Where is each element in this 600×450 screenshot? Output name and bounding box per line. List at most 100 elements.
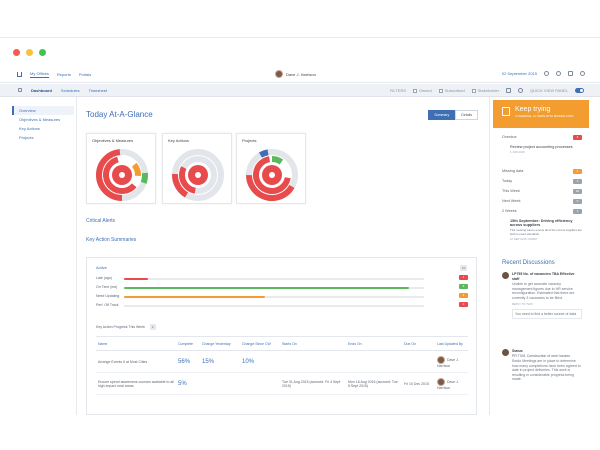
quick-view-toggle[interactable] xyxy=(575,88,584,93)
tab-dashboard[interactable]: Dashboard xyxy=(31,88,52,93)
sidebar-item-key-actions[interactable]: Key Actions xyxy=(19,126,40,131)
status-bar-label: Late (ago) xyxy=(96,276,112,280)
summary-button[interactable]: Summary xyxy=(428,110,456,120)
status-bar-value: 9 xyxy=(459,284,468,289)
overdue-group[interactable]: Overdue 3 xyxy=(502,135,582,141)
sub-navigation: Dashboard Schedules Timesheet FILTERS Ow… xyxy=(0,84,600,97)
task-group[interactable]: Missing data 4 xyxy=(502,169,582,175)
row-change-cw: 10% xyxy=(240,350,280,373)
task-group[interactable]: Today 1 xyxy=(502,179,582,185)
projects-sunburst xyxy=(246,149,298,201)
table-row[interactable]: Ensure spend awareness courses available… xyxy=(96,372,468,395)
key-actions-card[interactable]: Key Actions xyxy=(162,133,232,204)
col-change-cw[interactable]: Change Since CW xyxy=(240,336,280,351)
user-menu[interactable]: Dave J. Harrison xyxy=(275,70,316,78)
group-count: 4 xyxy=(573,169,582,174)
nav-portals[interactable]: Portals xyxy=(78,72,92,77)
key-actions-table: Name Complete Change Yesterday Change Si… xyxy=(96,336,468,395)
close-dot[interactable] xyxy=(13,49,20,56)
status-bar-track xyxy=(124,296,424,298)
status-bar-fill xyxy=(124,278,148,280)
view-toggle: Summary Details xyxy=(428,110,478,120)
sidebar-item-overview[interactable]: Overview xyxy=(12,106,74,115)
row-due xyxy=(402,350,435,373)
nav-my-offices[interactable]: My Offices xyxy=(30,71,49,78)
avatar xyxy=(275,70,283,78)
status-bar-row[interactable]: Need Updating 4 xyxy=(96,293,468,300)
progress-select[interactable]: 2 xyxy=(149,324,156,330)
col-ends[interactable]: Ends On xyxy=(346,336,402,351)
key-action-summaries-heading[interactable]: Key Action Summaries xyxy=(86,237,137,243)
user-icon[interactable] xyxy=(556,71,561,76)
quick-view-panel: Keep trying 4 OVERDUE, 14 ITEMS WITH MIS… xyxy=(489,97,600,415)
sidebar: Overview Objectives & Measures Key Actio… xyxy=(12,106,74,142)
maximize-dot[interactable] xyxy=(39,49,46,56)
progress-label: Key Action Progress This Week 2 xyxy=(96,324,156,330)
task-group[interactable]: 2 Weeks 1 xyxy=(502,209,582,215)
status-bar-row[interactable]: On Time (est) 9 xyxy=(96,284,468,291)
row-starts: Tue 31 Aug 2015 (accrued: Fri 4 Sept 201… xyxy=(280,372,346,395)
row-updated-by: Dave J. Harrison xyxy=(435,350,468,373)
objectives-sunburst xyxy=(96,149,148,201)
status-bar-label: Perf. Off Track xyxy=(96,303,119,307)
task-group[interactable]: This Week 20 xyxy=(502,189,582,195)
search-icon[interactable] xyxy=(544,71,549,76)
status-bar-fill xyxy=(124,287,409,289)
critical-alerts-heading[interactable]: Critical Alerts xyxy=(86,218,116,224)
avatar xyxy=(502,272,509,279)
row-due: Fri 10 Dec 2015 xyxy=(402,372,435,395)
status-bar-fill xyxy=(124,296,265,298)
filter-stakeholder[interactable]: Stakeholder xyxy=(471,88,499,93)
col-due[interactable]: Due On xyxy=(402,336,435,351)
overdue-item[interactable]: Review project accounting processes 1 JU… xyxy=(510,145,573,154)
status-bar-label: Need Updating xyxy=(96,294,120,298)
status-bar-value: 4 xyxy=(459,293,468,298)
overdue-count: 3 xyxy=(573,135,582,140)
sidebar-item-objectives[interactable]: Objectives & Measures xyxy=(19,117,61,122)
reply-link[interactable]: REPLY TO THIS xyxy=(512,302,533,306)
group-count: 0 xyxy=(573,199,582,204)
status-bar-row[interactable]: Late (ago) 1 xyxy=(96,275,468,282)
upload-icon[interactable] xyxy=(568,71,573,76)
banner-title: Keep trying xyxy=(515,106,551,113)
status-bar-row[interactable]: Perf. Off Track 0 xyxy=(96,302,468,309)
export-icon[interactable] xyxy=(506,88,512,93)
filters-label: FILTERS xyxy=(389,88,406,93)
card-label: Projects xyxy=(242,138,257,143)
row-ends xyxy=(346,350,402,373)
col-change-yesterday[interactable]: Change Yesterday xyxy=(200,336,240,351)
home-icon[interactable] xyxy=(17,72,22,77)
minimize-dot[interactable] xyxy=(26,49,33,56)
filter-subscribed[interactable]: Subscribed xyxy=(438,88,465,93)
active-label: Active xyxy=(96,265,107,270)
sidebar-item-projects[interactable]: Projects xyxy=(19,135,34,140)
col-name[interactable]: Name xyxy=(96,336,176,351)
settings-icon[interactable] xyxy=(518,88,524,93)
details-button[interactable]: Details xyxy=(455,110,478,120)
active-count: 10 xyxy=(460,265,468,271)
help-icon[interactable] xyxy=(580,71,585,76)
projects-card[interactable]: Projects xyxy=(236,133,306,204)
col-complete[interactable]: Complete xyxy=(176,336,200,351)
filter-owned[interactable]: Owned xyxy=(413,88,432,93)
status-bar-value: 0 xyxy=(459,302,468,307)
row-ends: Mon 16 Aug 2015 (accrued: Tue 5 Sept 201… xyxy=(346,372,402,395)
collapse-icon[interactable] xyxy=(18,88,22,92)
col-updated-by[interactable]: Last Updated By xyxy=(435,336,468,351)
task-group[interactable]: Next Week 0 xyxy=(502,199,582,205)
row-starts xyxy=(280,350,346,373)
status-bar-value: 1 xyxy=(459,275,468,280)
recent-discussions-heading[interactable]: Recent Discussions xyxy=(502,260,555,266)
col-starts[interactable]: Starts On xyxy=(280,336,346,351)
row-updated-by: Dave J. Harrison xyxy=(435,372,468,395)
top-navigation: My Offices Reports Portals Dave J. Harri… xyxy=(0,66,600,83)
clipboard-icon xyxy=(502,107,510,116)
objectives-card[interactable]: Objectives & Measures xyxy=(86,133,156,204)
tab-timesheet[interactable]: Timesheet xyxy=(88,88,108,93)
nav-reports[interactable]: Reports xyxy=(56,72,71,77)
row-change-yesterday xyxy=(200,372,240,395)
week-item[interactable]: 15th September: Driving efficiency acros… xyxy=(510,219,582,241)
table-row[interactable]: Arrange Events 6 at Most Cities 56% 15% … xyxy=(96,350,468,373)
main-content: Today At-A-Glance Summary Details Object… xyxy=(76,97,488,415)
tab-schedules[interactable]: Schedules xyxy=(60,88,80,93)
